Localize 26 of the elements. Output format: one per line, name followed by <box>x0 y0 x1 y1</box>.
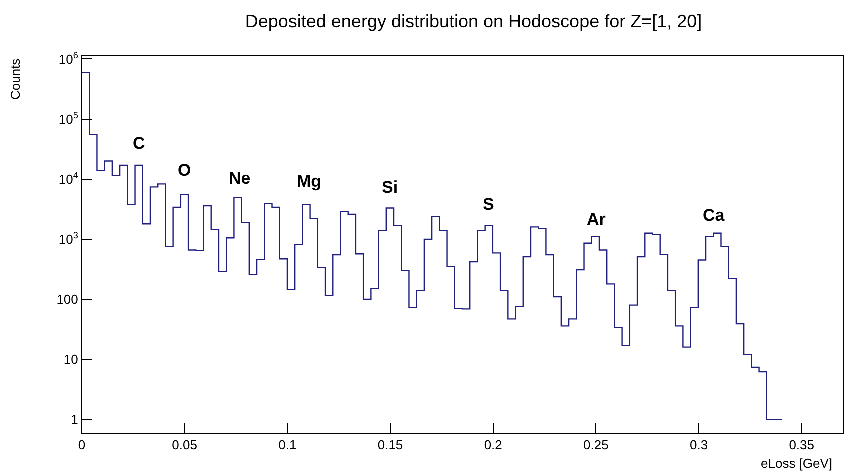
x-axis-title: eLoss [GeV] <box>761 456 833 471</box>
chart-title: Deposited energy distribution on Hodoscope for Z=[1, 20] <box>245 12 702 32</box>
y-tick-label: 1 <box>71 412 78 428</box>
x-tick-label: 0.05 <box>172 438 198 453</box>
y-axis-title: Counts <box>8 58 24 100</box>
annotation: C <box>133 134 146 153</box>
y-tick-label: 10$^{5}$ <box>58 110 78 127</box>
annotation: Mg <box>297 172 322 191</box>
y-tick-label: 10$^{4}$ <box>58 170 78 187</box>
annotation: O <box>178 161 192 180</box>
annotation: Si <box>382 178 398 197</box>
y-tick-label: 10$^{3}$ <box>58 230 78 247</box>
annotation: Ar <box>587 210 606 229</box>
y-tick-label: 10 <box>64 352 78 368</box>
annotation: Ca <box>703 206 726 225</box>
x-tick-label: 0.15 <box>378 438 404 453</box>
annotation: S <box>483 195 494 214</box>
y-tick-label: 10$^{6}$ <box>58 50 78 67</box>
x-tick-label: 0 <box>78 438 86 453</box>
x-tick-label: 0.2 <box>484 438 502 453</box>
x-tick-label: 0.25 <box>584 438 609 453</box>
x-tick-label: 0.1 <box>278 438 297 453</box>
y-tick-label: 100 <box>56 292 78 308</box>
x-tick-label: 0.3 <box>690 438 708 453</box>
x-tick-label: 0.35 <box>789 438 815 453</box>
annotation: Ne <box>229 169 251 188</box>
